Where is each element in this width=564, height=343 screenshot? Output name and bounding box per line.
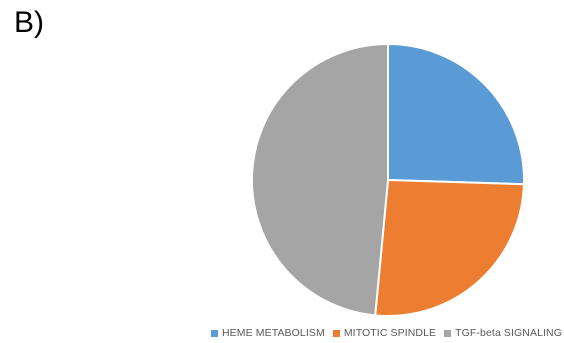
pie-slice-mitotic-spindle xyxy=(374,179,525,317)
legend-label-tgf-beta-signaling: TGF-beta SIGNALING xyxy=(455,327,562,339)
pie-slice-heme-metabolism xyxy=(387,43,525,186)
legend-label-heme-metabolism: HEME METABOLISM xyxy=(222,327,325,339)
pie-slice-tgf-beta-signaling xyxy=(250,43,389,317)
legend-label-mitotic-spindle: MITOTIC SPINDLE xyxy=(343,327,437,339)
panel-label: B) xyxy=(14,6,44,39)
legend-swatch-mitotic-spindle xyxy=(332,329,340,337)
legend-item-tgf-beta-signaling: TGF-beta SIGNALING xyxy=(444,327,562,339)
legend-swatch-heme-metabolism xyxy=(211,329,218,337)
legend-item-heme-metabolism: HEME METABOLISM xyxy=(211,327,325,339)
chart-legend: HEME METABOLISM MITOTIC SPINDLE TGF-beta… xyxy=(211,326,564,340)
legend-swatch-tgf-beta-signaling xyxy=(444,329,452,337)
legend-item-mitotic-spindle: MITOTIC SPINDLE xyxy=(332,327,437,339)
